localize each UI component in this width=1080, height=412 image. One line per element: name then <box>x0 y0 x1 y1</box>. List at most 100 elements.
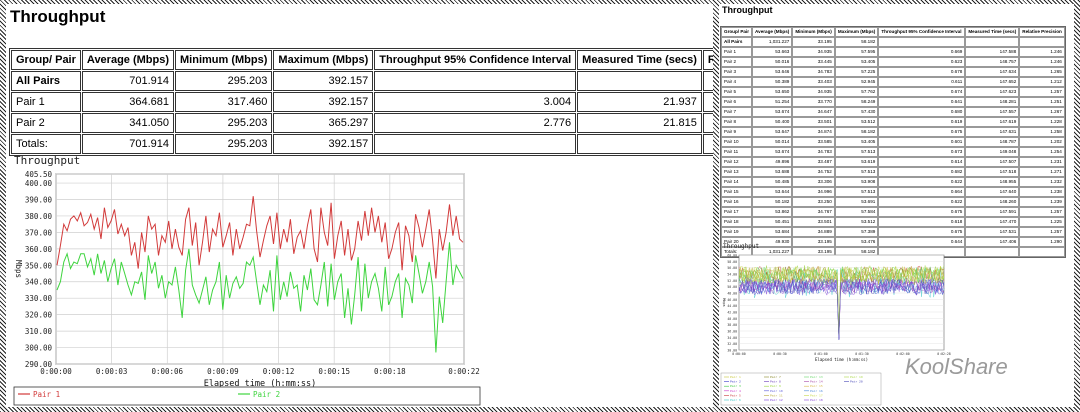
row-label-cell: Pair 6 <box>721 97 753 107</box>
row-label-cell: Pair 13 <box>721 167 753 177</box>
table-cell: 53.674 <box>752 147 793 157</box>
legend-label: Pair 20 <box>850 380 863 384</box>
table-row: Pair 2341.050295.203365.2972.77621.8150.… <box>11 113 713 133</box>
table-cell: 0.682 <box>878 167 966 177</box>
table-row: Pair 12 49.896 33.487 53.619 0.614 147.507 1.2… <box>721 157 1065 167</box>
table-cell: 33.770 <box>792 97 835 107</box>
table-cell: 1.232 <box>1019 177 1065 187</box>
x-tick-label: 0:00:22 <box>448 367 480 376</box>
table-cell: 392.157 <box>273 71 374 91</box>
y-tick-label: 370.00 <box>25 228 53 237</box>
table-cell: 34.874 <box>792 127 835 137</box>
legend-label: Pair 6 <box>730 398 741 402</box>
legend-label: Pair 9 <box>770 384 781 388</box>
x-tick-label: 0:00:00 <box>732 352 746 356</box>
row-label-cell: Pair 5 <box>721 87 753 97</box>
y-tick-label: 44.00 <box>727 304 737 308</box>
y-tick-label: 360.00 <box>25 245 53 254</box>
y-tick-label: 38.00 <box>727 323 737 327</box>
table-cell <box>374 71 577 91</box>
koolshare-watermark: KoolShare <box>905 354 1008 379</box>
legend-label: Pair 16 <box>810 389 823 393</box>
table-cell: 1.225 <box>1019 217 1065 227</box>
column-header: Relative Precision <box>702 50 713 70</box>
series-line-pair-11 <box>738 266 945 335</box>
y-tick-label: 390.00 <box>25 195 53 204</box>
legend-label: Pair 1 <box>730 375 741 379</box>
table-cell: 53.619 <box>834 157 879 167</box>
table-row: Pair 6 51.254 33.770 58.249 0.641 148.281 1.25… <box>721 97 1065 107</box>
column-header: Maximum (Mbps) <box>834 27 879 37</box>
table-cell: 1.267 <box>1019 107 1065 117</box>
series-line-pair-1 <box>56 196 464 279</box>
table-cell: 3.004 <box>374 92 577 112</box>
row-label-cell: Pair 2 <box>721 57 753 67</box>
table-cell: 1.257 <box>1019 207 1065 217</box>
row-label-cell: Pair 7 <box>721 107 753 117</box>
row-label-cell: All Pairs <box>721 37 753 47</box>
table-cell: 33.250 <box>792 197 835 207</box>
table-cell: 33.306 <box>792 177 835 187</box>
table-row: Pair 1364.681317.460392.1573.00421.9370.… <box>11 92 713 112</box>
table-row: Pair 14 50.485 33.306 53.908 0.622 148.955 1.2… <box>721 177 1065 187</box>
throughput-summary-table: Group/ Pair Average (Mbps) Minimum (Mbps) M… <box>9 48 713 156</box>
table-cell: 0.644 <box>878 237 966 247</box>
table-header-row: Group/ Pair Average (Mbps) Minimum (Mbps) M… <box>721 27 1065 37</box>
table-cell: 0.680 <box>878 107 966 117</box>
column-header: Measured Time (secs) <box>577 50 702 70</box>
table-cell: 1.258 <box>1019 127 1065 137</box>
table-cell: 53.908 <box>834 177 879 187</box>
table-cell: 21.937 <box>577 92 702 112</box>
table-cell: 53.688 <box>752 167 793 177</box>
table-cell: 57.225 <box>834 67 879 77</box>
series-line-pair-13 <box>738 266 945 335</box>
row-label-cell: Pair 10 <box>721 137 753 147</box>
table-row: Pair 2 50.016 33.445 53.405 0.623 148.757 1.24… <box>721 57 1065 67</box>
table-cell: 58.249 <box>834 97 879 107</box>
table-cell: 1.228 <box>1019 117 1065 127</box>
table-cell: 0.623 <box>878 57 966 67</box>
table-cell: 50.389 <box>752 77 793 87</box>
table-cell: 147.591 <box>965 207 1020 217</box>
table-cell: 58.182 <box>834 37 879 47</box>
x-tick-label: 0:01:00 <box>814 352 828 356</box>
row-label-cell: Totals: <box>721 247 753 257</box>
table-cell: 1.290 <box>1019 237 1065 247</box>
table-cell: 50.016 <box>752 57 793 67</box>
table-cell: 34.935 <box>792 47 835 57</box>
table-cell: 33.585 <box>792 137 835 147</box>
y-tick-label: 310.00 <box>25 327 53 336</box>
row-label-cell: Pair 16 <box>721 197 753 207</box>
table-cell: 0.622 <box>878 197 966 207</box>
row-label-cell: Pair 18 <box>721 217 753 227</box>
table-cell: 364.681 <box>81 92 175 112</box>
table-cell: 34.996 <box>792 187 835 197</box>
y-tick-label: 42.00 <box>727 311 737 315</box>
table-cell: 149.048 <box>965 147 1020 157</box>
table-cell: 34.783 <box>792 147 835 157</box>
legend-label: Pair 19 <box>850 375 863 379</box>
y-tick-label: 54.00 <box>727 273 737 277</box>
table-cell: 0.675 <box>878 127 966 137</box>
legend-label: Pair 11 <box>770 393 783 397</box>
table-cell: 1.265 <box>1019 67 1065 77</box>
series-line-pair-16 <box>738 277 945 340</box>
row-label-cell: Pair 3 <box>721 67 753 77</box>
legend-label: Pair 2 <box>730 380 741 384</box>
table-cell: 0.601 <box>878 137 966 147</box>
table-cell: 51.254 <box>752 97 793 107</box>
series-line-pair-20 <box>738 278 945 340</box>
column-header: Measured Time (secs) <box>965 27 1020 37</box>
column-header: Group/ Pair <box>721 27 753 37</box>
table-cell: 50.182 <box>752 197 793 207</box>
table-cell: 0.674 <box>878 87 966 97</box>
table-cell: 53.691 <box>834 197 879 207</box>
table-cell <box>1019 37 1065 47</box>
legend-label: Pair 1 <box>33 390 60 399</box>
series-line-pair-19 <box>738 266 945 335</box>
table-cell: 147.652 <box>965 77 1020 87</box>
table-cell: 1.202 <box>1019 137 1065 147</box>
column-header: Minimum (Mbps) <box>175 50 273 70</box>
table-cell: 0.675 <box>878 227 966 237</box>
legend-label: Pair 13 <box>810 375 823 379</box>
